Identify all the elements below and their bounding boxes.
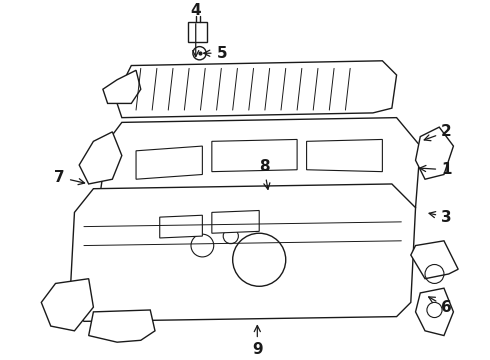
Text: 7: 7 (54, 170, 85, 185)
Polygon shape (160, 215, 202, 238)
Polygon shape (98, 118, 420, 217)
Polygon shape (416, 288, 453, 336)
Polygon shape (411, 241, 458, 279)
Polygon shape (212, 139, 297, 172)
Polygon shape (79, 132, 122, 184)
Polygon shape (307, 139, 382, 172)
Text: 5: 5 (204, 46, 227, 61)
Polygon shape (416, 127, 453, 179)
Text: 8: 8 (259, 159, 270, 189)
Polygon shape (212, 211, 259, 233)
Text: 3: 3 (429, 210, 452, 225)
Text: 6: 6 (429, 297, 452, 315)
Text: 4: 4 (191, 3, 201, 57)
Polygon shape (89, 310, 155, 342)
Polygon shape (103, 70, 141, 103)
Polygon shape (70, 184, 416, 321)
Polygon shape (136, 146, 202, 179)
Polygon shape (188, 22, 207, 42)
Text: 2: 2 (424, 124, 452, 141)
Text: 1: 1 (420, 162, 452, 177)
Text: 9: 9 (252, 325, 263, 357)
Polygon shape (117, 61, 396, 118)
Polygon shape (41, 279, 94, 331)
